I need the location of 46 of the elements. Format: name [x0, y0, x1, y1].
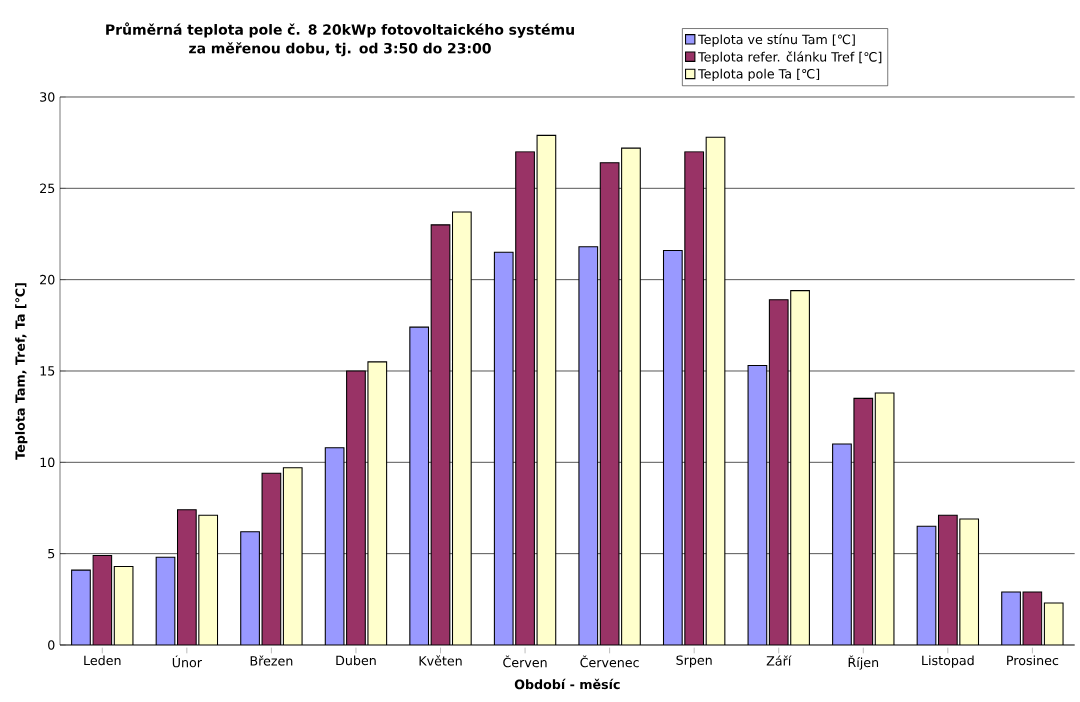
- bar: [536, 134, 557, 645]
- y-tick-label: 30: [40, 92, 55, 102]
- x-tick-label: Srpen: [676, 655, 712, 668]
- x-tick-label: Červenec: [580, 655, 639, 668]
- y-tick-label: 25: [40, 183, 55, 194]
- bar: [874, 392, 895, 645]
- bar: [282, 467, 303, 645]
- x-tick-label: Říjen: [848, 655, 879, 670]
- bar: [71, 569, 91, 645]
- x-tick-label: Květen: [419, 655, 462, 666]
- y-tick-label: 0: [48, 640, 55, 650]
- bar: [747, 364, 768, 645]
- bar: [705, 136, 726, 645]
- legend-label: Teplota pole Ta [℃]: [698, 68, 820, 82]
- x-tick-label: Duben: [336, 655, 376, 666]
- chart-title: Průměrná teplota pole č. 8 20kWp fotovoltaického systému za měřenou dobu, tj. od 3:50 do 23:00: [106, 22, 574, 57]
- bar: [916, 525, 937, 645]
- bar: [832, 443, 852, 645]
- legend-label: Teplota ve stínu Tam [℃]: [698, 33, 855, 47]
- x-tick-label: Únor: [172, 655, 202, 668]
- bar: [240, 531, 260, 645]
- x-tick-label: Září: [766, 655, 792, 666]
- y-tick-label: 15: [40, 366, 55, 376]
- x-tick-label: Listopad: [922, 655, 974, 668]
- bar: [790, 290, 810, 645]
- bar: [621, 147, 641, 645]
- bar: [324, 447, 345, 645]
- bar: [493, 251, 514, 645]
- x-tick-label: Březen: [250, 655, 293, 666]
- y-axis-title: Teplota Tam, Tref, Ta [℃]: [15, 283, 28, 460]
- y-tick-label: 10: [40, 457, 55, 468]
- y-tick-label: 5: [48, 548, 55, 559]
- bar: [662, 249, 683, 645]
- x-tick-label: Prosinec: [1007, 655, 1059, 666]
- bar: [451, 211, 472, 645]
- y-tick-label: 20: [40, 274, 55, 285]
- bar: [198, 514, 219, 645]
- bar: [367, 361, 388, 645]
- bar: [409, 326, 430, 645]
- x-tick-label: Červen: [503, 655, 547, 668]
- x-axis-title: Období - měsíc: [514, 678, 620, 690]
- bar: [959, 518, 980, 645]
- bar: [578, 246, 599, 645]
- x-tick-label: Leden: [84, 655, 121, 666]
- bar: [1001, 591, 1021, 645]
- legend-label: Teplota refer. článku Tref [℃]: [698, 51, 882, 65]
